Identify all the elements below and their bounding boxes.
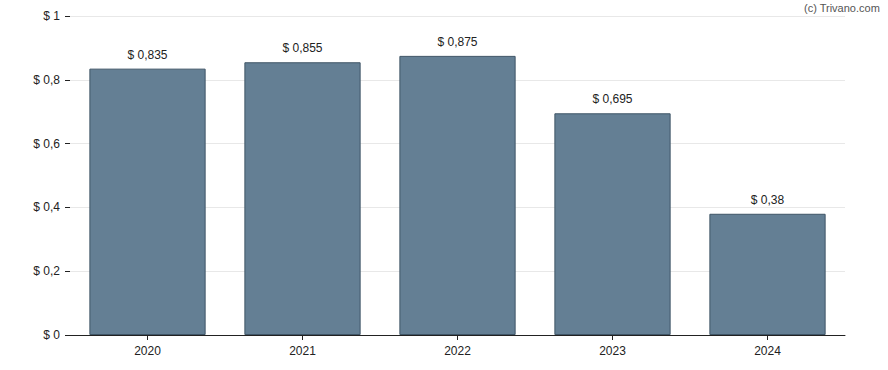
svg-text:$ 0,38: $ 0,38 bbox=[751, 193, 785, 207]
svg-text:2024: 2024 bbox=[754, 344, 781, 358]
svg-text:$ 0,695: $ 0,695 bbox=[592, 92, 632, 106]
svg-text:2022: 2022 bbox=[444, 344, 471, 358]
svg-text:$ 0,855: $ 0,855 bbox=[282, 41, 322, 55]
svg-text:$ 0,875: $ 0,875 bbox=[437, 35, 477, 49]
svg-text:$ 0,4: $ 0,4 bbox=[33, 200, 60, 214]
svg-text:$ 0,2: $ 0,2 bbox=[33, 264, 60, 278]
svg-text:$ 0,6: $ 0,6 bbox=[33, 137, 60, 151]
svg-text:$ 1: $ 1 bbox=[43, 9, 60, 23]
svg-text:$ 0,8: $ 0,8 bbox=[33, 73, 60, 87]
svg-text:$ 0,835: $ 0,835 bbox=[127, 48, 167, 62]
svg-text:2020: 2020 bbox=[134, 344, 161, 358]
svg-text:2021: 2021 bbox=[289, 344, 316, 358]
svg-text:2023: 2023 bbox=[599, 344, 626, 358]
svg-text:(c) Trivano.com: (c) Trivano.com bbox=[804, 2, 880, 14]
svg-text:$ 0: $ 0 bbox=[43, 328, 60, 342]
